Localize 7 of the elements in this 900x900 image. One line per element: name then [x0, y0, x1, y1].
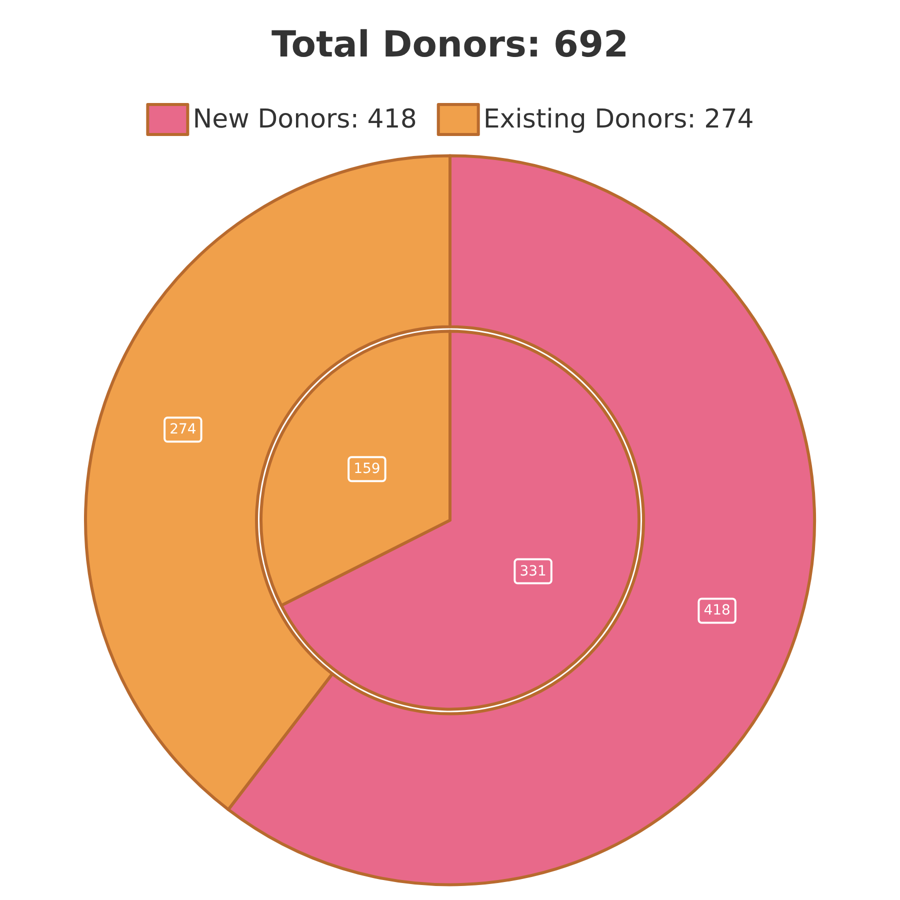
data-label: 418	[704, 602, 730, 619]
data-label: 159	[354, 461, 380, 478]
data-label: 274	[170, 422, 196, 438]
data-label: 331	[520, 563, 546, 580]
legend-label: Existing Donors: 274	[483, 104, 754, 134]
chart-title: Total Donors: 692	[271, 24, 629, 66]
legend-label: New Donors: 418	[192, 104, 417, 134]
